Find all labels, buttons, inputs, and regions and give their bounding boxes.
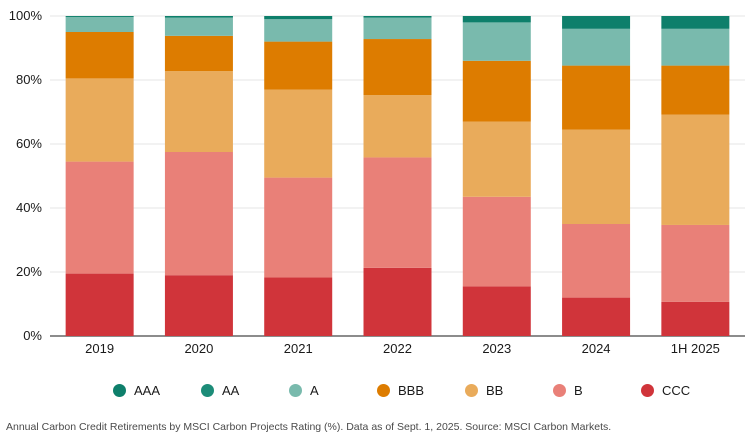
bar-segment-b — [65, 161, 134, 274]
bar-segment-bb — [264, 89, 333, 178]
bar-segment-aaa — [562, 16, 631, 29]
x-tick-label: 2022 — [383, 341, 412, 356]
legend-item-a: A — [289, 378, 319, 402]
legend-label: BB — [486, 382, 504, 398]
bar-segment-ccc — [65, 273, 134, 336]
y-tick-label: 40% — [16, 200, 42, 215]
bar-segment-aaa — [65, 16, 134, 17]
x-tick-label: 2024 — [582, 341, 611, 356]
bar-segment-a — [562, 28, 631, 66]
legend-swatch — [465, 383, 478, 397]
chart-caption: Annual Carbon Credit Retirements by MSCI… — [6, 421, 612, 433]
bar-segment-a — [661, 28, 730, 66]
bar-segment-bbb — [164, 35, 233, 72]
legend-item-aaa: AAA — [113, 378, 160, 402]
bar-segment-ccc — [562, 297, 631, 336]
bar-segment-bb — [661, 114, 730, 225]
legend-item-aa: AA — [201, 378, 239, 402]
bar-segment-a — [363, 17, 432, 40]
y-tick-label: 100% — [9, 8, 43, 23]
bar-segment-ccc — [264, 277, 333, 336]
bar-segment-bbb — [462, 60, 531, 122]
legend-swatch — [377, 383, 390, 397]
stacked-bar-chart: 0% 20% 40% 60% 80% 100% 2019 2020 2021 2022 2023 20… — [9, 8, 745, 356]
bar-segment-bbb — [65, 32, 134, 79]
bar-segment-b — [164, 152, 233, 276]
bar-segment-bbb — [363, 39, 432, 96]
legend-item-bb: BB — [465, 378, 503, 402]
legend-label: B — [574, 382, 583, 398]
bar-segment-a — [65, 16, 134, 32]
bar-segment-b — [562, 224, 631, 298]
legend-item-bbb: BBB — [377, 378, 424, 402]
bar-segment-b — [264, 177, 333, 278]
bar-segment-aaa — [164, 16, 233, 18]
x-tick-label: 2019 — [85, 341, 114, 356]
bar-segment-ccc — [661, 301, 730, 336]
bar-segment-aaa — [462, 16, 531, 23]
legend-swatch — [201, 383, 214, 397]
legend-item-ccc: CCC — [641, 378, 690, 402]
chart-legend: AAA AA A BBB BB B CCC — [0, 378, 752, 402]
legend-swatch — [113, 383, 126, 397]
legend-swatch — [553, 383, 566, 397]
bar-segment-a — [264, 19, 333, 42]
legend-label: AAA — [134, 382, 161, 398]
y-tick-label: 60% — [16, 136, 42, 151]
x-tick-label: 1H 2025 — [671, 341, 720, 356]
y-tick-label: 20% — [16, 264, 42, 279]
bar-segment-b — [661, 224, 730, 302]
bar-segment-a — [164, 17, 233, 36]
bar-segment-aaa — [264, 16, 333, 20]
bar-segment-ccc — [164, 275, 233, 336]
x-tick-label: 2023 — [482, 341, 511, 356]
bar-segment-a — [462, 22, 531, 61]
bar-segment-bb — [562, 129, 631, 224]
bar-segment-bb — [462, 121, 531, 197]
legend-swatch — [289, 383, 302, 397]
legend-label: A — [310, 382, 319, 398]
legend-item-b: B — [553, 378, 583, 402]
bar-segment-bbb — [264, 41, 333, 90]
bar-segment-b — [363, 157, 432, 268]
bar-segment-bbb — [661, 65, 730, 115]
y-tick-label: 80% — [16, 72, 42, 87]
bar-segment-bb — [65, 78, 134, 162]
bar-segment-bb — [164, 71, 233, 152]
bar-segment-ccc — [363, 267, 432, 336]
bar-segment-b — [462, 196, 531, 287]
legend-swatch — [641, 383, 654, 397]
y-tick-label: 0% — [23, 328, 42, 343]
x-tick-label: 2021 — [284, 341, 313, 356]
legend-label: CCC — [662, 382, 691, 398]
bar-segment-ccc — [462, 286, 531, 336]
x-tick-label: 2020 — [184, 341, 213, 356]
bar-segment-aaa — [363, 16, 432, 18]
legend-label: AA — [222, 382, 240, 398]
bar-segment-aaa — [661, 16, 730, 29]
legend-label: BBB — [398, 382, 425, 398]
bar-segment-bb — [363, 95, 432, 158]
bar-segment-bbb — [562, 65, 631, 130]
